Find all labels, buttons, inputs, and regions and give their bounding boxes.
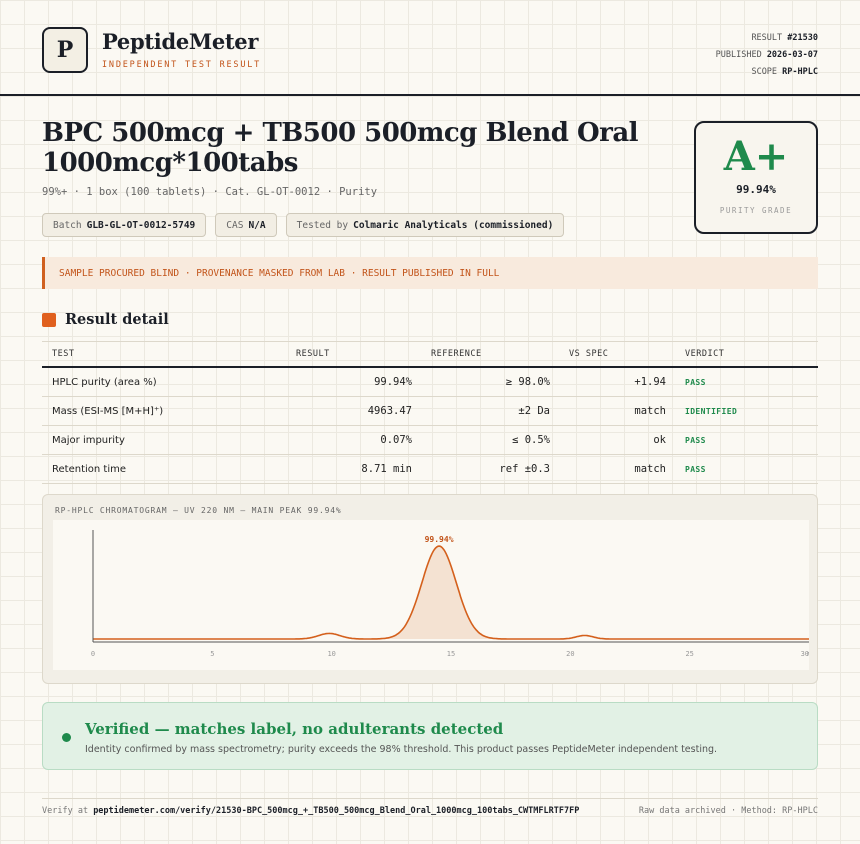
batch-chip-label: Batch — [53, 219, 82, 231]
blind-procurement-notice: SAMPLE PROCURED BLIND · PROVENANCE MASKE… — [42, 257, 818, 289]
chromatogram-title: RP-HPLC CHROMATOGRAM — UV 220 NM — MAIN … — [55, 506, 342, 515]
table-header: TEST RESULT REFERENCE VS SPEC VERDICT — [42, 341, 818, 368]
cell-verdict: PASS — [685, 464, 706, 474]
x-tick-label: 10 — [327, 650, 335, 658]
batch-chip-value: GLB-GL-OT-0012-5749 — [86, 219, 196, 231]
meta-result: RESULT #21530 — [716, 30, 818, 47]
verified-subtitle: Identity confirmed by mass spectrometry;… — [85, 744, 718, 755]
grade-caption: PURITY GRADE — [719, 206, 793, 215]
purity-grade-card: A+ 99.94% PURITY GRADE — [694, 121, 818, 234]
main-peak-area — [387, 546, 491, 639]
verified-dot-icon — [62, 733, 71, 742]
tested-by-chip: Tested by Colmaric Analyticals (commissio… — [285, 213, 565, 237]
verify-prefix: Verify at — [42, 806, 89, 816]
cell-result: 0.07% — [380, 434, 412, 446]
result-table: TEST RESULT REFERENCE VS SPEC VERDICT HP… — [42, 341, 818, 484]
cell-test: Major impurity — [52, 434, 125, 446]
cell-vs-spec: match — [634, 463, 666, 475]
col-vs-spec: VS SPEC — [569, 349, 609, 359]
meta-published-value: 2026-03-07 — [766, 50, 818, 60]
report-header: P PeptideMeter INDEPENDENT TEST RESULT R… — [0, 0, 860, 96]
cell-verdict: IDENTIFIED — [685, 406, 738, 416]
cell-result: 4963.47 — [367, 405, 412, 417]
cell-verdict: PASS — [685, 435, 706, 445]
x-tick-label: 25 — [685, 650, 693, 658]
meta-scope-value: RP-HPLC — [782, 67, 818, 77]
brand-name: PeptideMeter — [102, 29, 259, 54]
report-meta: RESULT #21530 PUBLISHED 2026-03-07 SCOPE… — [716, 30, 818, 81]
tested-by-chip-value: Colmaric Analyticals (commissioned) — [353, 219, 554, 231]
grade-letter: A+ — [723, 133, 789, 180]
cell-vs-spec: match — [634, 405, 666, 417]
x-tick-label: 30 — [801, 650, 809, 658]
meta-published: PUBLISHED 2026-03-07 — [716, 47, 818, 64]
col-verdict: VERDICT — [685, 349, 725, 359]
meta-result-value: #21530 — [787, 33, 818, 43]
tested-by-chip-label: Tested by — [296, 219, 349, 231]
cell-result: 99.94% — [374, 376, 412, 388]
col-result: RESULT — [296, 349, 330, 359]
x-tick-label: 0 — [91, 650, 95, 658]
cell-reference: ≥ 98.0% — [505, 376, 550, 388]
batch-chip: Batch GLB-GL-OT-0012-5749 — [42, 213, 207, 237]
chromatogram-trace — [93, 545, 809, 640]
cas-chip-value: N/A — [248, 219, 266, 231]
product-subline: 99%+ · 1 box (100 tablets) · Cat. GL-OT-… — [42, 186, 378, 198]
col-reference: REFERENCE — [431, 349, 482, 359]
brand-tagline: INDEPENDENT TEST RESULT — [102, 60, 262, 70]
x-tick-label: 5 — [210, 650, 214, 658]
table-row: Retention time 8.71 min ref ±0.3 match P… — [42, 455, 818, 484]
report-footer: Verify at peptidemeter.com/verify/21530-… — [42, 798, 818, 828]
cas-chip-label: CAS — [226, 219, 244, 231]
verify-url-link[interactable]: peptidemeter.com/verify/21530-BPC_500mcg… — [93, 806, 580, 816]
cell-reference: ±2 Da — [518, 405, 550, 417]
product-title: BPC 500mcg + TB500 500mcg Blend Oral 100… — [42, 118, 639, 178]
result-detail-title: Result detail — [65, 311, 169, 328]
col-test: TEST — [52, 349, 75, 359]
chromatogram-panel: RP-HPLC CHROMATOGRAM — UV 220 NM — MAIN … — [42, 494, 818, 684]
cell-vs-spec: +1.94 — [634, 376, 666, 388]
x-tick-label: 15 — [447, 650, 455, 658]
meta-scope: SCOPE RP-HPLC — [716, 64, 818, 81]
meta-published-label: PUBLISHED — [715, 50, 762, 60]
product-chips: Batch GLB-GL-OT-0012-5749 CAS N/A Tested b… — [42, 213, 565, 237]
cell-test: Mass (ESI-MS [M+H]⁺) — [52, 405, 164, 417]
cell-reference: ref ±0.3 — [499, 463, 550, 475]
cell-result: 8.71 min — [361, 463, 412, 475]
result-detail-heading: Result detail — [42, 311, 169, 328]
main-peak-label: 99.94% — [425, 535, 454, 544]
cell-verdict: PASS — [685, 377, 706, 387]
cell-reference: ≤ 0.5% — [512, 434, 550, 446]
footer-method: Raw data archived · Method: RP-HPLC — [638, 806, 818, 816]
x-tick-label: 20 — [566, 650, 574, 658]
table-row: HPLC purity (area %) 99.94% ≥ 98.0% +1.9… — [42, 368, 818, 397]
brand-logo: P — [42, 27, 88, 73]
section-marker-icon — [42, 312, 56, 327]
verified-banner: Verified — matches label, no adulterants… — [42, 702, 818, 770]
cas-chip: CAS N/A — [215, 213, 277, 237]
verify-line: Verify at peptidemeter.com/verify/21530-… — [42, 806, 579, 816]
meta-scope-label: SCOPE — [751, 67, 778, 77]
chromatogram-chart: 0 5 10 15 20 25 30min 99.94% — [53, 520, 809, 670]
x-unit-label: min — [807, 650, 809, 658]
cell-test: Retention time — [52, 463, 126, 475]
chart-plot-background — [53, 520, 809, 670]
table-row: Major impurity 0.07% ≤ 0.5% ok PASS — [42, 426, 818, 455]
cell-vs-spec: ok — [653, 434, 666, 446]
verified-title: Verified — matches label, no adulterants… — [85, 720, 504, 738]
cell-test: HPLC purity (area %) — [52, 376, 157, 388]
grade-value: 99.94% — [736, 183, 776, 196]
meta-result-label: RESULT — [751, 33, 783, 43]
table-row: Mass (ESI-MS [M+H]⁺) 4963.47 ±2 Da match… — [42, 397, 818, 426]
